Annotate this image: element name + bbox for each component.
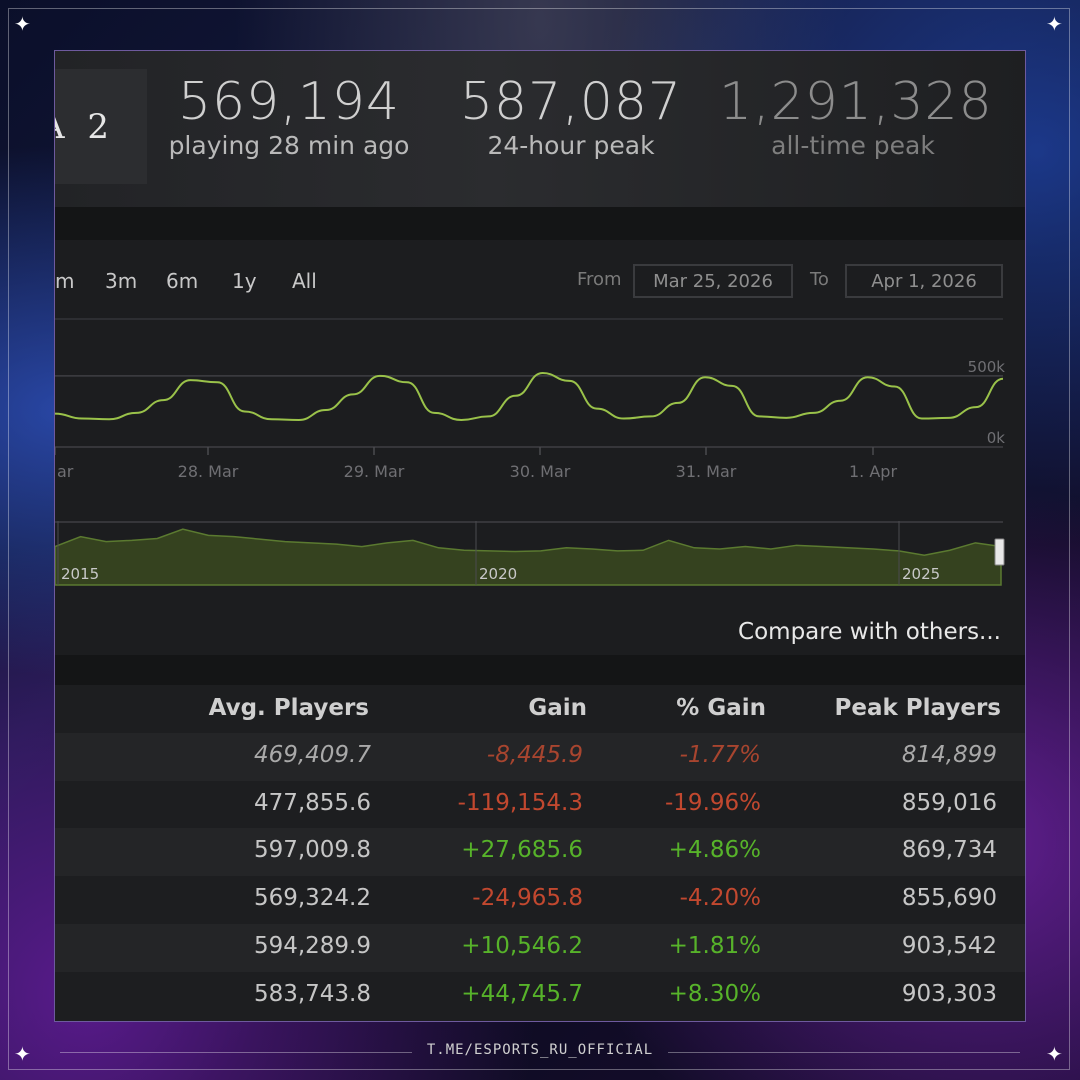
star-icon: ✦ [14,1042,31,1066]
column-header-avg-players[interactable]: Avg. Players [208,695,369,721]
footer-line-right [668,1052,1020,1053]
all-time-peak-value: 1,291,328 [719,72,993,132]
zoom-button-6m[interactable]: 6m [166,269,199,293]
all-time-peak-label: all-time peak [771,131,935,160]
navigator-year-label: 2020 [479,565,517,583]
day-peak-label: 24-hour peak [487,131,655,160]
peak-players-cell: 814,899 [901,742,997,768]
x-axis-tick-label: 30. Mar [510,462,571,481]
x-axis-tick-label: 28. Mar [178,462,239,481]
column-header-pct-gain[interactable]: % Gain [676,695,766,721]
table-row: 597,009.8 +27,685.6 +4.86% 869,734 [55,828,1025,877]
pct-gain-cell: +4.86% [668,837,761,864]
to-date-input[interactable]: Apr 1, 2026 [845,264,1003,298]
star-icon: ✦ [1046,12,1063,36]
pct-gain-cell: +1.81% [668,932,761,959]
table-row: 477,855.6 -119,154.3 -19.96% 859,016 [55,781,1025,829]
peak-players-cell: 859,016 [901,789,997,816]
gain-cell: -8,445.9 [486,742,583,768]
x-axis-tick-label: ar [57,462,74,481]
avg-players-cell: 469,409.7 [253,742,371,768]
avg-players-cell: 477,855.6 [253,789,371,816]
game-logo[interactable]: A 2 [55,69,147,184]
y-axis-tick-label: 0k [987,429,1006,447]
all-time-peak-stat: 1,291,328 all-time peak [719,72,993,161]
current-players-value: 569,194 [177,72,401,132]
zoom-button-all[interactable]: All [292,269,317,293]
table-row: 569,324.2 -24,965.8 -4.20% 855,690 [55,876,1025,924]
table-row: 583,743.8 +44,745.7 +8.30% 903,303 [55,972,1025,1020]
player-count-line-chart[interactable]: ar 28. Mar 29. Mar 30. Mar 31. Mar 1. Apr 0k 50… [55,309,1026,489]
x-axis-tick-label: 1. Apr [849,462,897,481]
y-axis-tick-label: 500k [968,358,1006,376]
gain-cell: -119,154.3 [457,789,583,816]
table-row: 469,409.7 -8,445.9 -1.77% 814,899 [55,733,1025,781]
series-line[interactable] [55,372,1004,421]
decorative-frame [8,8,1070,1070]
peak-players-cell: 855,690 [901,885,997,912]
gain-cell: +27,685.6 [461,837,583,864]
column-header-peak-players[interactable]: Peak Players [834,695,1001,721]
gain-cell: +10,546.2 [461,932,583,959]
navigator-drag-handle[interactable] [994,538,1005,566]
avg-players-cell: 597,009.8 [253,837,371,864]
channel-footer: T.ME/ESPORTS_RU_OFFICIAL [426,1042,654,1058]
from-date-input[interactable]: Mar 25, 2026 [633,264,793,298]
avg-players-cell: 594,289.9 [253,932,371,959]
navigator-year-label: 2025 [902,565,940,583]
avg-players-cell: 583,743.8 [253,980,371,1007]
day-peak-value: 587,087 [459,72,683,132]
zoom-button-1m[interactable]: m [55,269,75,293]
zoom-button-3m[interactable]: 3m [105,269,138,293]
table-divider [55,655,1025,685]
peak-players-cell: 869,734 [901,837,997,864]
compare-with-others-link[interactable]: Compare with others... [738,619,1001,645]
pct-gain-cell: -1.77% [679,742,761,768]
chart-section [55,240,1025,680]
day-peak-stat: 587,087 24-hour peak [441,73,701,161]
pct-gain-cell: -4.20% [679,885,761,912]
zoom-button-1y[interactable]: 1y [232,269,257,293]
section-divider [55,207,1025,240]
x-axis-tick-label: 31. Mar [676,462,737,481]
gain-cell: +44,745.7 [461,980,583,1007]
avg-players-cell: 569,324.2 [253,885,371,912]
current-players-stat: 569,194 playing 28 min ago [159,73,419,161]
steam-charts-panel: A 2 569,194 playing 28 min ago 587,087 2… [54,50,1026,1022]
navigator-area [55,528,1002,586]
navigator-year-label: 2015 [61,565,99,583]
pct-gain-cell: -19.96% [665,789,761,816]
to-label: To [810,269,829,290]
column-header-gain[interactable]: Gain [528,695,587,721]
gain-cell: -24,965.8 [472,885,583,912]
table-row: 594,289.9 +10,546.2 +1.81% 903,542 [55,923,1025,972]
history-navigator-chart[interactable]: 2015 2020 2025 [55,521,1026,587]
star-icon: ✦ [1046,1042,1063,1066]
star-icon: ✦ [14,12,31,36]
footer-line-left [60,1052,412,1053]
x-axis-tick-label: 29. Mar [344,462,405,481]
from-label: From [577,269,622,290]
peak-players-cell: 903,542 [901,932,997,959]
current-players-label: playing 28 min ago [168,131,410,160]
peak-players-cell: 903,303 [901,980,997,1007]
pct-gain-cell: +8.30% [668,980,761,1007]
